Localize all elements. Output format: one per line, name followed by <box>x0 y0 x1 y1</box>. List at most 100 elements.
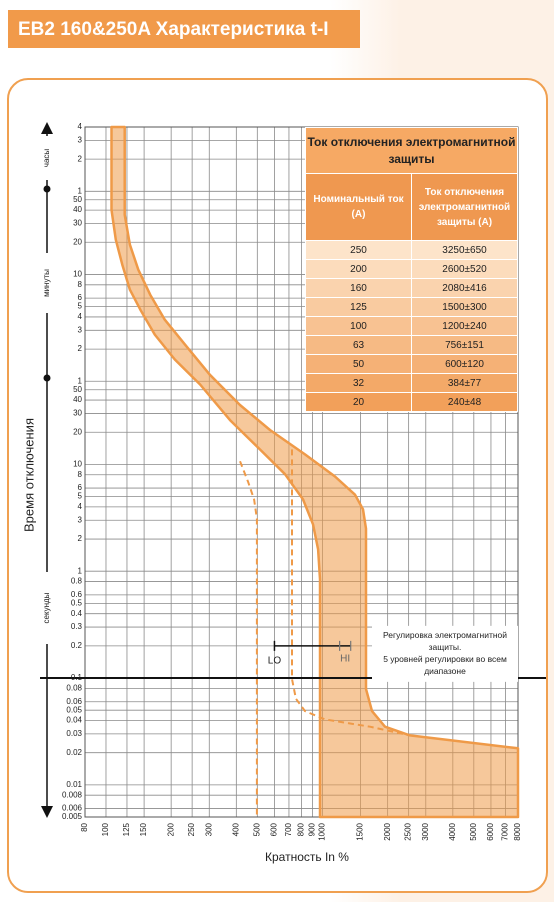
table-cell: 20 <box>305 392 412 412</box>
note-text: защиты. <box>429 642 462 652</box>
curve <box>291 449 411 737</box>
time-section-label: часы <box>42 149 51 168</box>
y-tick-label: 20 <box>73 237 82 246</box>
y-tick-label: 0.006 <box>62 804 83 813</box>
table-cell: 160 <box>305 278 412 298</box>
y-tick-label: 0.005 <box>62 812 83 821</box>
y-tick-label: 0.03 <box>66 729 82 738</box>
table-cell: 50 <box>305 354 412 374</box>
y-tick-label: 4 <box>78 122 83 131</box>
x-tick-label: 2000 <box>383 822 392 840</box>
x-tick-label: 600 <box>270 822 279 836</box>
arrow <box>41 122 53 134</box>
table-cell: 3250±650 <box>411 240 518 260</box>
table-cell: 200 <box>305 259 412 279</box>
y-tick-label: 0.08 <box>66 683 82 692</box>
y-tick-label: 0.2 <box>71 641 83 650</box>
table-row: 160 2080±416 <box>305 278 518 298</box>
y-tick-label: 0.6 <box>71 590 83 599</box>
y-tick-label: 8 <box>78 280 83 289</box>
title-bar <box>8 10 360 48</box>
y-tick-label: 0.04 <box>66 716 82 725</box>
y-tick-label: 1 <box>78 186 83 195</box>
x-tick-label: 900 <box>308 822 317 836</box>
table-row: 125 1500±300 <box>305 297 518 317</box>
table-row: 32 384±77 <box>305 373 518 393</box>
x-tick-label: 100 <box>101 822 110 836</box>
arrow <box>41 806 53 818</box>
table-cell: 1500±300 <box>411 297 518 317</box>
y-tick-label: 6 <box>78 293 83 302</box>
note-box <box>372 625 518 682</box>
table-header: Номинальный ток (А) <box>305 173 412 241</box>
time-section-label: минуты <box>42 269 51 297</box>
y-tick-label: 40 <box>73 205 82 214</box>
y-tick-label: 4 <box>78 502 83 511</box>
y-tick-label: 50 <box>73 195 82 204</box>
x-tick-label: 2500 <box>404 822 413 840</box>
x-tick-label: 800 <box>297 822 306 836</box>
table-row: 20 240±48 <box>305 392 518 412</box>
y-tick-label: 0.5 <box>71 598 83 607</box>
note-text: Регулировка электромагнитной <box>383 630 507 640</box>
y-tick-label: 0.05 <box>66 705 82 714</box>
chart-title: EB2 160&250A Характеристика t-I <box>18 19 329 40</box>
x-tick-label: 400 <box>231 822 240 836</box>
table-row: 63 756±151 <box>305 335 518 355</box>
y-tick-label: 2 <box>78 154 83 163</box>
hi-label: HI <box>340 654 350 665</box>
table-cell: 63 <box>305 335 412 355</box>
table-cell: 2080±416 <box>411 278 518 298</box>
table-row: 50 600±120 <box>305 354 518 374</box>
x-tick-label: 300 <box>204 822 213 836</box>
table-cell: 125 <box>305 297 412 317</box>
x-tick-label: 6000 <box>486 822 495 840</box>
x-tick-label: 5000 <box>469 822 478 840</box>
table-row: 200 2600±520 <box>305 259 518 279</box>
y-tick-label: 2 <box>78 534 83 543</box>
section-dot <box>43 185 51 193</box>
table-title: Ток отключения электромагнитной защиты <box>305 127 518 174</box>
table-cell: 240±48 <box>411 392 518 412</box>
y-tick-label: 0.1 <box>71 673 83 682</box>
y-tick-label: 3 <box>78 135 83 144</box>
y-tick-label: 0.02 <box>66 748 82 757</box>
x-tick-label: 125 <box>122 822 131 836</box>
table-cell: 384±77 <box>411 373 518 393</box>
y-tick-label: 10 <box>73 270 82 279</box>
x-tick-label: 7000 <box>501 822 510 840</box>
note-text: 5 уровней регулировки во всем <box>383 654 507 664</box>
x-tick-label: 150 <box>139 822 148 836</box>
x-tick-label: 4000 <box>448 822 457 840</box>
y-tick-label: 0.8 <box>71 577 83 586</box>
y-tick-label: 8 <box>78 470 83 479</box>
x-tick-label: 80 <box>80 822 89 831</box>
x-tick-label: 700 <box>284 822 293 836</box>
y-tick-label: 10 <box>73 459 82 468</box>
section-gap <box>42 253 52 313</box>
x-tick-label: 1500 <box>356 822 365 840</box>
plot-frame <box>84 126 519 818</box>
y-tick-label: 3 <box>78 325 83 334</box>
y-tick-label: 1 <box>78 376 83 385</box>
time-section-label: секунды <box>42 592 51 623</box>
note-text: диапазоне <box>424 666 466 676</box>
x-tick-label: 3000 <box>421 822 430 840</box>
y-tick-label: 0.06 <box>66 697 82 706</box>
y-tick-label: 4 <box>78 312 83 321</box>
section-gap <box>42 136 52 180</box>
y-tick-label: 0.3 <box>71 622 83 631</box>
y-axis-title: Время отключения <box>21 418 36 532</box>
table-header: Ток отключения электромагнитной защиты (… <box>411 173 518 241</box>
table-cell: 250 <box>305 240 412 260</box>
y-tick-label: 5 <box>78 492 83 501</box>
x-axis-title: Кратность In % <box>265 850 349 864</box>
y-tick-label: 30 <box>73 409 82 418</box>
table-cell: 600±120 <box>411 354 518 374</box>
x-tick-label: 1000 <box>318 822 327 840</box>
y-tick-label: 20 <box>73 427 82 436</box>
y-tick-label: 0.4 <box>71 609 83 618</box>
y-tick-label: 3 <box>78 515 83 524</box>
y-tick-label: 0.008 <box>62 790 83 799</box>
